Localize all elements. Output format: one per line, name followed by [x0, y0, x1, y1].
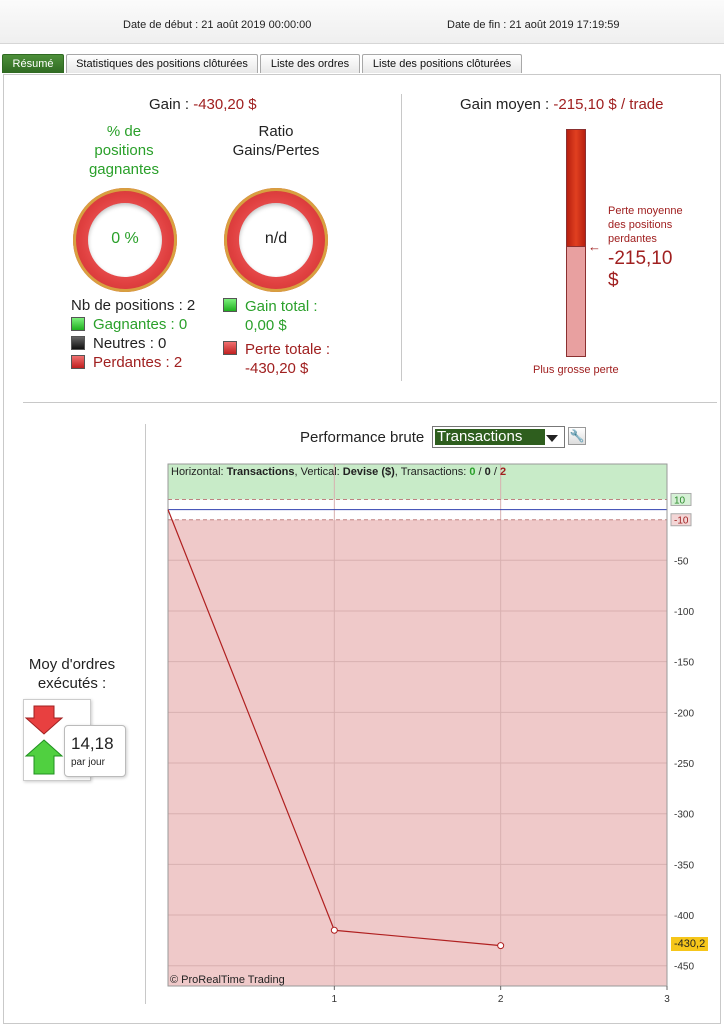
avg-loss-arrow-icon: ← [588, 239, 601, 254]
positions-count: Nb de positions : 2 [71, 297, 196, 314]
losers-count: Perdantes : 2 [93, 354, 183, 371]
end-date: Date de fin : 21 août 2019 17:19:59 [447, 19, 620, 31]
max-loss-bar [566, 247, 586, 357]
ratio-title: Ratio Gains/Pertes [232, 123, 320, 159]
chart-left-divider [145, 424, 146, 1004]
wrench-icon[interactable]: 🔧 [568, 427, 586, 445]
y-tick-label: -350 [674, 860, 694, 871]
neutral-count: Neutres : 0 [93, 335, 167, 352]
section-divider [23, 402, 717, 403]
x-tick-label: 3 [664, 994, 670, 1005]
ratio-gauge: n/d [224, 188, 328, 292]
ratio-value: n/d [264, 230, 288, 247]
y-tick-label: -250 [674, 759, 694, 770]
tab-closed-positions-list[interactable]: Liste des positions clôturées [362, 54, 522, 73]
y-tick-label: -300 [674, 810, 694, 821]
y-tick-label: -200 [674, 708, 694, 719]
y-tick-label: -150 [674, 658, 694, 669]
orders-card [23, 699, 91, 781]
total-loss-icon [223, 341, 237, 355]
orders-value-box: 14,18 par jour [64, 725, 126, 777]
total-gain: Gain total : 0,00 $ [245, 298, 318, 334]
orders-unit: par jour [71, 757, 105, 768]
chevron-down-icon [546, 435, 558, 442]
chart-copyright: © ProRealTime Trading [170, 974, 285, 986]
threshold-label: 10 [674, 495, 686, 506]
losers-legend-icon [71, 355, 85, 369]
tab-orders-list[interactable]: Liste des ordres [260, 54, 360, 73]
win-pct-gauge: 0 % [73, 188, 177, 292]
summary-divider [401, 94, 402, 381]
x-tick-label: 2 [498, 994, 504, 1005]
win-pct-value: 0 % [111, 230, 139, 247]
gain-summary: Gain : -430,20 $ [149, 96, 257, 113]
avg-loss-caption: Perte moyenne des positions perdantes [608, 205, 683, 245]
x-tick-label: 1 [332, 994, 338, 1005]
total-gain-icon [223, 298, 237, 312]
threshold-badge [670, 513, 692, 527]
max-loss-label: Plus grosse perte [533, 364, 619, 376]
total-loss: Perte totale : -430,20 $ [245, 341, 331, 377]
avg-orders-label: Moy d'ordres exécutés : [28, 656, 116, 692]
y-tick-label: -100 [674, 607, 694, 618]
avg-gain: Gain moyen : -215,10 $ / trade [460, 96, 664, 113]
winners-legend-icon [71, 317, 85, 331]
avg-loss-bar-fill [566, 129, 586, 247]
winners-count: Gagnantes : 0 [93, 316, 188, 333]
summary-panel [3, 74, 721, 1024]
start-date: Date de début : 21 août 2019 00:00:00 [123, 19, 312, 31]
win-pct-title: % de positions gagnantes [88, 123, 160, 178]
date-range-header: Date de début : 21 août 2019 00:00:00 Da… [0, 0, 724, 44]
orders-value: 14,18 [71, 734, 114, 753]
data-point [497, 942, 505, 950]
loss-zone [168, 519, 667, 986]
threshold-label: -10 [674, 516, 689, 527]
y-tick-label: -450 [674, 962, 694, 973]
plot-frame [167, 463, 668, 987]
y-tick-label: -400 [674, 911, 694, 922]
orders-arrows-icon [24, 705, 64, 775]
tab-closed-positions-stats[interactable]: Statistiques des positions clôturées [66, 54, 258, 73]
chart-info: Horizontal: Transactions, Vertical: Devi… [171, 466, 507, 478]
gain-zone [168, 464, 667, 500]
data-point [330, 926, 338, 934]
threshold-badge [670, 492, 692, 506]
y-tick-label: -50 [674, 556, 689, 567]
performance-mode-select[interactable]: Transactions [432, 426, 565, 448]
avg-loss-value: -215,10 $ [608, 248, 673, 291]
tab-summary[interactable]: Résumé [2, 54, 64, 73]
last-value-badge: -430,2 [671, 937, 709, 951]
performance-title: Performance brute [300, 429, 425, 446]
neutral-legend-icon [71, 336, 85, 350]
